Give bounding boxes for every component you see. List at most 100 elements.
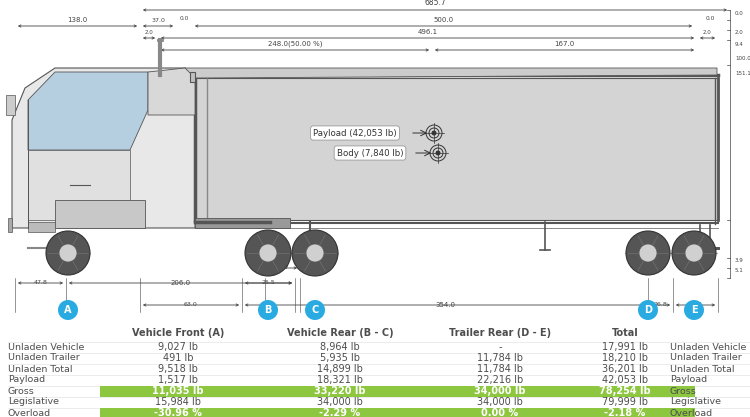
Circle shape bbox=[639, 244, 657, 262]
Text: 11,784 lb: 11,784 lb bbox=[477, 364, 523, 374]
Text: -2.29 %: -2.29 % bbox=[320, 408, 361, 417]
Text: 151.1: 151.1 bbox=[735, 70, 750, 75]
Text: 34,000 lb: 34,000 lb bbox=[474, 386, 526, 396]
Text: A: A bbox=[64, 305, 72, 315]
Text: Vehicle Rear (B - C): Vehicle Rear (B - C) bbox=[286, 328, 393, 338]
Text: E: E bbox=[691, 305, 698, 315]
Text: 5.1: 5.1 bbox=[735, 267, 744, 272]
Text: 34,000 lb: 34,000 lb bbox=[477, 397, 523, 407]
Text: 36,201 lb: 36,201 lb bbox=[602, 364, 648, 374]
Circle shape bbox=[46, 231, 90, 275]
Text: 66.0: 66.0 bbox=[688, 302, 702, 307]
Text: 206.0: 206.0 bbox=[170, 280, 190, 286]
Bar bbox=[100, 385, 695, 397]
Polygon shape bbox=[12, 68, 195, 228]
Polygon shape bbox=[185, 68, 717, 78]
Polygon shape bbox=[28, 150, 130, 220]
Text: Legislative: Legislative bbox=[8, 397, 59, 407]
Circle shape bbox=[58, 300, 78, 320]
Text: 354.0: 354.0 bbox=[435, 302, 455, 308]
Polygon shape bbox=[195, 218, 290, 228]
Text: Total: Total bbox=[612, 328, 638, 338]
Text: 248.0(50.00 %): 248.0(50.00 %) bbox=[268, 40, 322, 47]
Text: 685.7: 685.7 bbox=[424, 0, 445, 7]
Circle shape bbox=[626, 231, 670, 275]
Circle shape bbox=[685, 244, 703, 262]
Text: 500.0: 500.0 bbox=[433, 17, 454, 23]
Text: 22,216 lb: 22,216 lb bbox=[477, 375, 524, 385]
Polygon shape bbox=[148, 68, 195, 115]
Circle shape bbox=[305, 300, 325, 320]
Text: 0.0: 0.0 bbox=[179, 16, 189, 21]
Text: 15,984 lb: 15,984 lb bbox=[155, 397, 201, 407]
Text: 3.9: 3.9 bbox=[735, 258, 744, 262]
Polygon shape bbox=[190, 72, 195, 82]
Circle shape bbox=[306, 244, 324, 262]
Text: 34,000 lb: 34,000 lb bbox=[317, 397, 363, 407]
Text: 9,518 lb: 9,518 lb bbox=[158, 364, 198, 374]
Text: 5,935 lb: 5,935 lb bbox=[320, 353, 360, 363]
Polygon shape bbox=[28, 222, 55, 232]
Text: 42,053 lb: 42,053 lb bbox=[602, 375, 648, 385]
Text: -2.18 %: -2.18 % bbox=[604, 408, 646, 417]
Polygon shape bbox=[6, 95, 15, 115]
Text: 9.4: 9.4 bbox=[735, 42, 744, 47]
Text: 1,517 lb: 1,517 lb bbox=[158, 375, 198, 385]
Circle shape bbox=[436, 151, 440, 155]
Text: Overload: Overload bbox=[670, 409, 713, 417]
Text: Unladen Vehicle: Unladen Vehicle bbox=[8, 342, 84, 352]
Text: 26.8: 26.8 bbox=[653, 302, 668, 307]
Circle shape bbox=[258, 300, 278, 320]
Polygon shape bbox=[28, 72, 148, 150]
Text: 100.0: 100.0 bbox=[735, 55, 750, 60]
Text: Gross: Gross bbox=[670, 387, 697, 395]
Text: 2.0: 2.0 bbox=[704, 30, 712, 35]
Text: Trailer Rear (D - E): Trailer Rear (D - E) bbox=[449, 328, 551, 338]
Text: 496.1: 496.1 bbox=[418, 29, 437, 35]
Bar bbox=[100, 407, 695, 417]
Text: -: - bbox=[498, 342, 502, 352]
Text: 11,035 lb: 11,035 lb bbox=[152, 386, 204, 396]
Text: 37.0: 37.0 bbox=[151, 18, 165, 23]
Text: 15.7: 15.7 bbox=[276, 265, 290, 270]
Text: Unladen Trailer: Unladen Trailer bbox=[670, 354, 742, 362]
Circle shape bbox=[259, 244, 277, 262]
Text: B: B bbox=[264, 305, 272, 315]
Text: 63.0: 63.0 bbox=[184, 302, 198, 307]
Text: 79,999 lb: 79,999 lb bbox=[602, 397, 648, 407]
Text: Overload: Overload bbox=[8, 409, 51, 417]
Text: Unladen Total: Unladen Total bbox=[8, 364, 73, 374]
Text: 9,027 lb: 9,027 lb bbox=[158, 342, 198, 352]
Text: 18,210 lb: 18,210 lb bbox=[602, 353, 648, 363]
Text: Vehicle Front (A): Vehicle Front (A) bbox=[132, 328, 224, 338]
Text: Unladen Total: Unladen Total bbox=[670, 364, 734, 374]
Text: Gross: Gross bbox=[8, 387, 34, 395]
Text: -30.96 %: -30.96 % bbox=[154, 408, 202, 417]
Text: 0.0: 0.0 bbox=[705, 16, 715, 21]
Circle shape bbox=[432, 131, 436, 135]
Text: Unladen Trailer: Unladen Trailer bbox=[8, 354, 80, 362]
Text: 491 lb: 491 lb bbox=[163, 353, 194, 363]
Circle shape bbox=[59, 244, 77, 262]
Text: 0.0: 0.0 bbox=[735, 10, 744, 15]
Polygon shape bbox=[195, 78, 718, 220]
Text: Payload (42,053 lb): Payload (42,053 lb) bbox=[314, 128, 397, 138]
Text: Payload: Payload bbox=[670, 375, 707, 384]
Text: Payload: Payload bbox=[8, 375, 45, 384]
Polygon shape bbox=[55, 200, 145, 228]
Circle shape bbox=[684, 300, 704, 320]
Text: Legislative: Legislative bbox=[670, 397, 721, 407]
Text: 25.5: 25.5 bbox=[262, 280, 275, 285]
Text: 2.0: 2.0 bbox=[145, 30, 153, 35]
Text: 11,784 lb: 11,784 lb bbox=[477, 353, 523, 363]
Text: 17,991 lb: 17,991 lb bbox=[602, 342, 648, 352]
Text: C: C bbox=[311, 305, 319, 315]
Text: 0.00 %: 0.00 % bbox=[482, 408, 518, 417]
Text: Unladen Vehicle: Unladen Vehicle bbox=[670, 342, 746, 352]
Text: 138.0: 138.0 bbox=[68, 17, 88, 23]
Text: 78,254 lb: 78,254 lb bbox=[599, 386, 651, 396]
Text: Body (7,840 lb): Body (7,840 lb) bbox=[337, 148, 404, 158]
Circle shape bbox=[638, 300, 658, 320]
Text: 167.0: 167.0 bbox=[554, 41, 574, 47]
Polygon shape bbox=[8, 218, 12, 232]
